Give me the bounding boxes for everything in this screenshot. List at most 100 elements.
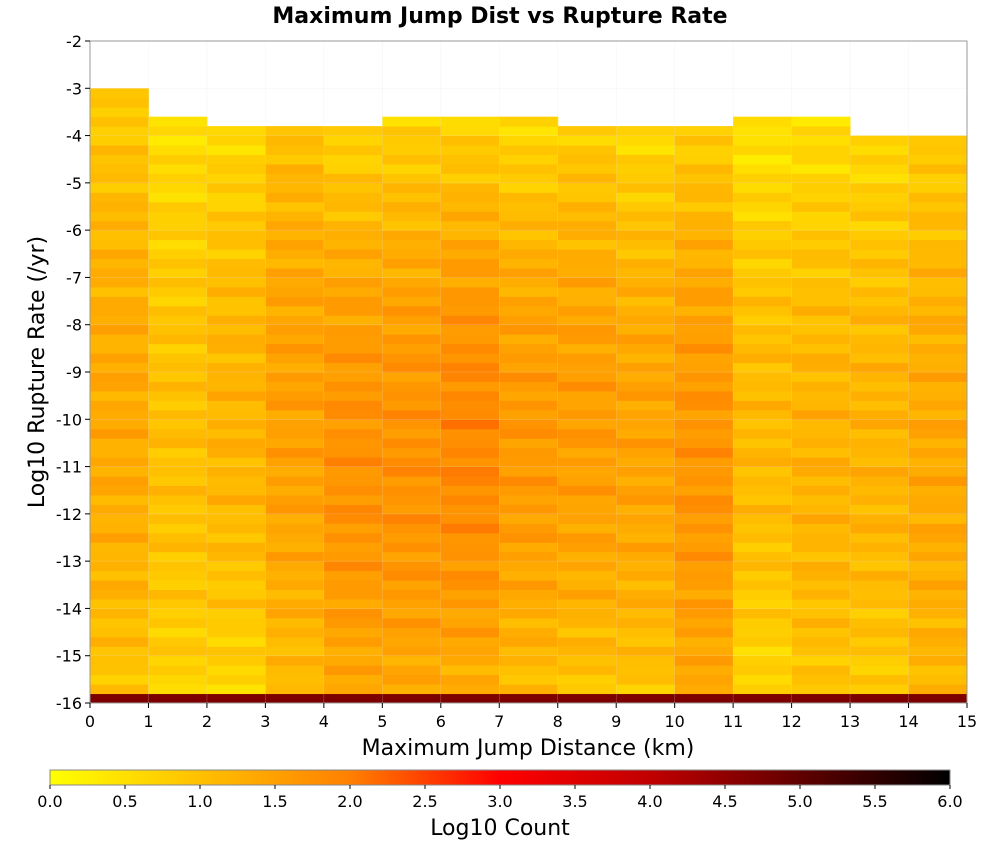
colorbar-tick-label: 2.5: [412, 792, 437, 811]
heat-cell: [90, 513, 149, 524]
heat-cell: [733, 636, 793, 647]
heat-cell: [499, 636, 559, 647]
heat-cell: [440, 372, 500, 382]
heat-cell: [791, 390, 851, 401]
heat-cell: [557, 381, 617, 392]
heat-cell: [850, 513, 910, 524]
heat-cell: [616, 513, 676, 524]
heat-cell: [674, 561, 734, 572]
heat-cell: [323, 551, 383, 562]
heat-cell: [557, 513, 617, 524]
heat-cell: [440, 428, 500, 439]
heat-cell: [616, 589, 676, 600]
heat-cell: [616, 636, 676, 647]
heat-cell: [323, 135, 383, 146]
heat-cell: [265, 561, 325, 572]
heat-cell: [733, 163, 793, 174]
x-tick-label: 10: [664, 712, 684, 731]
heat-cell: [850, 372, 910, 382]
heat-cell: [206, 315, 266, 326]
heat-cell: [90, 126, 149, 137]
heat-cell: [616, 542, 676, 553]
heat-cell: [674, 485, 734, 496]
heat-cell: [791, 419, 851, 430]
heat-cell: [440, 617, 500, 628]
heat-cell: [791, 561, 851, 572]
heat-cell: [557, 126, 617, 137]
heat-cell: [382, 343, 442, 354]
heat-cell: [382, 580, 442, 591]
heat-cell: [499, 173, 559, 184]
heat-cell: [323, 598, 383, 609]
heat-cell: [674, 390, 734, 401]
heat-cell: [674, 296, 734, 307]
heat-cell: [323, 532, 383, 543]
heat-cell: [206, 580, 266, 591]
heat-cell: [440, 135, 500, 146]
heat-cell: [206, 636, 266, 647]
heat-cell: [908, 485, 968, 496]
heat-cell: [557, 211, 617, 222]
heat-cell: [90, 239, 149, 250]
heat-cell: [674, 646, 734, 657]
heat-cell: [382, 230, 442, 241]
heat-cell: [674, 324, 734, 335]
heat-cell: [499, 211, 559, 222]
heat-cell: [616, 230, 676, 241]
heat-cell: [674, 381, 734, 392]
heat-cell: [733, 580, 793, 591]
heat-cell: [382, 561, 442, 572]
heat-cell: [499, 381, 559, 392]
heat-cell: [440, 145, 500, 155]
heat-cell: [733, 249, 793, 260]
heat-cell: [440, 381, 500, 392]
heat-cell: [440, 532, 500, 543]
heat-cell: [206, 362, 266, 373]
heat-cell: [206, 154, 266, 165]
heat-cell: [791, 315, 851, 326]
heat-cell: [674, 305, 734, 316]
heat-cell: [265, 542, 325, 553]
heat-cell: [557, 589, 617, 600]
heat-cell: [499, 532, 559, 543]
heat-cell: [148, 589, 208, 600]
heat-cell: [206, 230, 266, 241]
heat-cell: [440, 362, 500, 373]
y-tick-label: -13: [56, 552, 82, 571]
heat-cell: [908, 504, 968, 515]
heat-cell: [499, 390, 559, 401]
heat-cell: [206, 655, 266, 666]
heat-cell: [791, 485, 851, 496]
colorbar-tick-label: 0.5: [112, 792, 137, 811]
heat-cell: [733, 334, 793, 345]
heat-cell: [90, 211, 149, 222]
heat-cell: [382, 192, 442, 203]
heat-cell: [616, 362, 676, 373]
heat-cell: [557, 428, 617, 439]
heat-cell: [850, 154, 910, 165]
heat-cell: [733, 570, 793, 581]
heat-cell: [616, 494, 676, 505]
heat-cell: [733, 390, 793, 401]
heat-cell: [382, 419, 442, 430]
heat-cell: [148, 230, 208, 241]
heat-cell: [265, 447, 325, 458]
heat-cell: [323, 390, 383, 401]
heat-cell: [616, 277, 676, 288]
heat-cell: [908, 145, 968, 155]
heat-cell: [499, 513, 559, 524]
heat-cell: [674, 126, 734, 137]
heat-cell: [733, 154, 793, 165]
heat-cell: [148, 646, 208, 657]
heat-cell: [90, 286, 149, 297]
heat-cell: [440, 447, 500, 458]
heat-cell: [323, 608, 383, 619]
heat-cell: [557, 305, 617, 316]
heat-cell: [557, 438, 617, 449]
heat-cell: [674, 230, 734, 241]
x-axis-label: Maximum Jump Distance (km): [362, 736, 695, 761]
heat-cell: [148, 665, 208, 676]
heat-cell: [265, 182, 325, 193]
heat-cell: [148, 220, 208, 231]
heat-cell: [265, 154, 325, 165]
